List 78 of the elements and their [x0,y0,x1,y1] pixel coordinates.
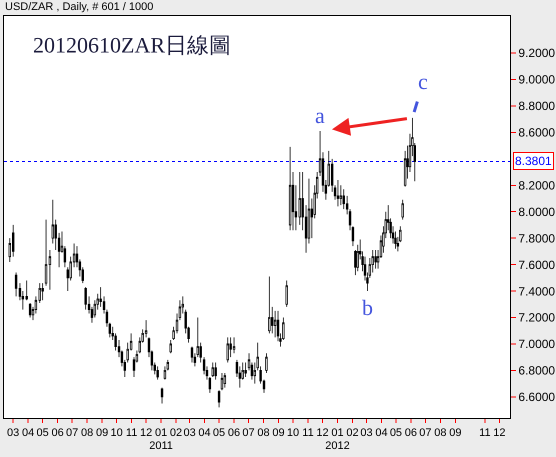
y-tick-label: 7.8000 [518,231,556,246]
y-tick-label: 8.8000 [518,99,556,114]
candlestick [226,336,229,363]
x-tick-label: 07 [419,427,432,440]
candlestick [84,286,87,310]
y-tick-label: 6.6000 [518,390,556,404]
x-tick-label: 05 [212,427,226,440]
candlestick [170,340,172,354]
candlestick [268,276,271,334]
x-tick-label: 09 [96,427,108,440]
x-tick-label: 02 [170,427,182,440]
candlestick [265,352,268,374]
x-tick-label: 08 [257,427,270,440]
candlestick [232,336,236,354]
candlestick [28,302,32,318]
candlestick [374,250,377,269]
annotation: b [362,295,373,320]
x-tick-label: 08 [434,427,447,440]
candlestick [156,366,159,380]
candlestick [286,280,288,308]
x-tick-label: 10 [110,427,123,440]
candlestick [41,282,44,301]
x-tick-label: 11 [302,427,314,440]
x-tick-label: 11 [479,427,491,440]
candlestick [288,146,292,231]
x-tick-label: 07 [66,427,78,440]
x-tick-label: 05 [36,427,49,440]
x-tick-label: 06 [404,427,418,440]
candlestick [212,362,214,378]
candlestick [224,372,226,388]
x-tick-label: 12 [140,427,152,440]
candlestick [220,372,224,391]
candlestick [14,272,18,297]
x-tick-label: 09 [449,427,462,440]
x-tick-label: 04 [375,427,388,440]
x-tick-label: 03 [183,427,196,440]
x-tick-label: 05 [390,427,402,440]
y-tick-label: 8.0000 [518,204,556,219]
x-tick-label: 07 [242,427,255,440]
x-tick-label: 03 [360,427,373,440]
x-tick-label: 08 [81,427,94,440]
x-tick-label: 06 [52,427,64,440]
y-tick-label: 9.0000 [518,72,556,87]
x-tick-label: 06 [228,427,240,440]
candlestick [402,199,404,220]
chart-subtitle: USD/ZAR , Daily, # 601 / 1000 [5,1,154,13]
text: 20120610ZAR日線圖 [33,32,231,58]
annotation: c [418,69,428,94]
y-tick-label: 9.2000 [518,46,556,60]
x-tick-label: 12 [316,427,329,440]
candlestick [274,310,276,338]
candlestick [214,362,217,380]
x-tick-label: 12 [493,427,506,440]
candlestick [336,180,340,207]
x-tick-label: 11 [126,427,138,440]
x-tick-label: 04 [198,427,211,440]
x-tick-label: 03 [7,427,20,440]
x-tick-label: 01 [331,427,344,440]
x2-tick-label: 2011 [149,440,173,452]
ref-line-label: 8.3801 [515,154,552,168]
candlestick [44,219,48,286]
y-tick-label: 7.6000 [518,258,556,272]
y-tick-label: 7.0000 [518,337,556,352]
candlestick [160,387,164,404]
y-tick-label: 7.2000 [518,310,556,325]
x-tick-label: 01 [154,427,168,440]
candlestick [190,346,194,363]
y-tick-label: 8.6000 [518,126,556,140]
x-tick-label: 04 [22,427,34,440]
annotation: a [315,103,325,128]
x2-tick-label: 2012 [325,440,350,452]
x-tick-label: 02 [346,427,359,440]
x-tick-label: 09 [272,427,285,440]
x-tick-label: 10 [286,427,300,440]
candlestick [218,390,220,408]
y-tick-label: 6.8000 [518,364,556,378]
y-tick-label: 8.2000 [518,178,556,192]
y-tick-label: 7.4000 [518,284,556,298]
